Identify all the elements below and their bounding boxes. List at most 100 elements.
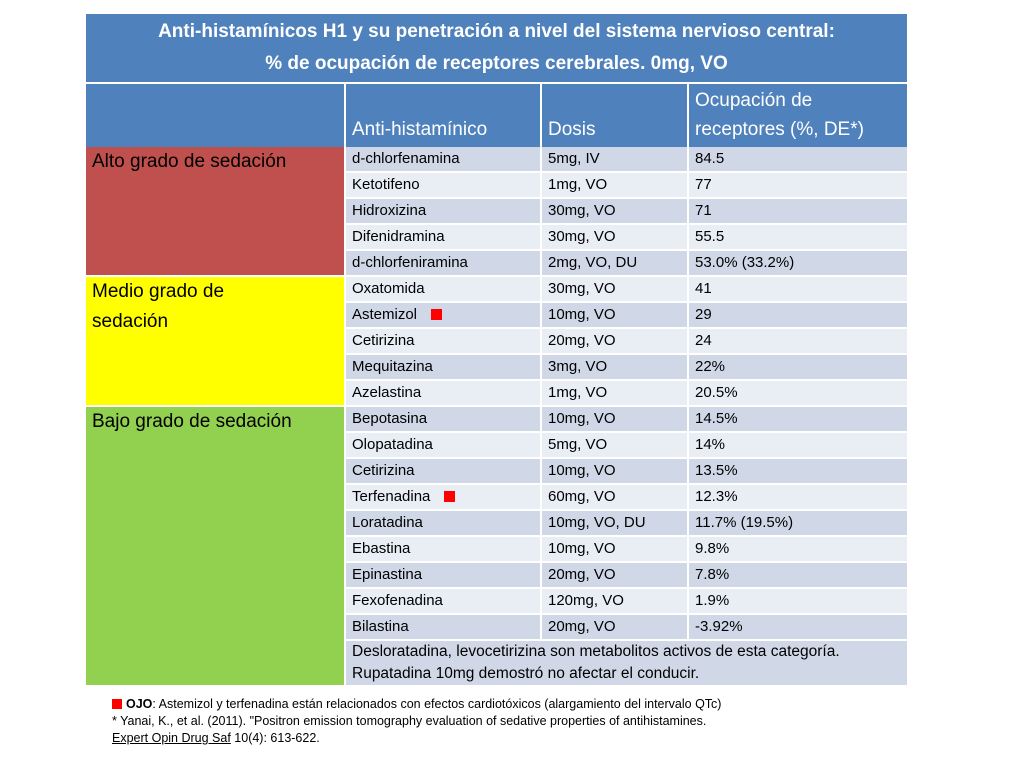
- cell-occupancy: 55.5: [688, 224, 907, 251]
- drug-name: Fexofenadina: [352, 592, 443, 609]
- cell-drug: Azelastina: [345, 380, 542, 407]
- cell-occupancy: 22%: [688, 354, 907, 381]
- cell-dose: 1mg, VO: [541, 172, 689, 199]
- table-row: Ketotifeno 1mg, VO 77: [86, 172, 907, 199]
- drug-name: Azelastina: [352, 384, 422, 401]
- cell-drug: Loratadina: [345, 510, 542, 537]
- drug-name: Difenidramina: [352, 228, 445, 245]
- cell-occupancy: 1.9%: [688, 588, 907, 615]
- table-row: Azelastina 1mg, VO 20.5%: [86, 380, 907, 407]
- category-medio: Medio grado de sedación: [86, 276, 346, 407]
- category-label: Bajo grado de sedación: [92, 411, 292, 432]
- drug-name: Epinastina: [352, 566, 423, 583]
- cell-occupancy: 77: [688, 172, 907, 199]
- table-row: Olopatadina 5mg, VO 14%: [86, 432, 907, 459]
- cell-occupancy: -3.92%: [688, 614, 907, 641]
- header-category: [86, 84, 346, 147]
- cell-occupancy: 24: [688, 328, 907, 355]
- table-row: Difenidramina 30mg, VO 55.5: [86, 224, 907, 251]
- cell-drug: d-chlorfenamina: [345, 147, 542, 173]
- table-row: Bilastina 20mg, VO -3.92%: [86, 614, 907, 641]
- slide-title: Anti-histamínicos H1 y su penetración a …: [86, 14, 907, 82]
- table-row: Astemizol 10mg, VO 29: [86, 302, 907, 329]
- header-ocupacion-line-1: Ocupación de: [695, 90, 813, 111]
- header-antihistaminico: Anti-histamínico: [345, 84, 542, 147]
- cell-drug: d-chlorfeniramina: [345, 250, 542, 277]
- cell-drug: Fexofenadina: [345, 588, 542, 615]
- drug-name: Mequitazina: [352, 358, 433, 375]
- footer-warning-line: OJO: Astemizol y terfenadina están relac…: [112, 696, 912, 713]
- header-dosis: Dosis: [541, 84, 689, 147]
- cell-dose: 5mg, IV: [541, 147, 689, 173]
- table-row: Cetirizina 20mg, VO 24: [86, 328, 907, 355]
- drug-name: d-chlorfeniramina: [352, 254, 468, 271]
- cell-drug: Olopatadina: [345, 432, 542, 459]
- drug-name: Bepotasina: [352, 410, 428, 427]
- cell-drug: Bepotasina: [345, 406, 542, 433]
- table-row: Fexofenadina 120mg, VO 1.9%: [86, 588, 907, 615]
- cell-dose: 10mg, VO, DU: [541, 510, 689, 537]
- cell-occupancy: 9.8%: [688, 536, 907, 563]
- title-line-1: Anti-histamínicos H1 y su penetración a …: [158, 21, 835, 42]
- cell-dose: 20mg, VO: [541, 328, 689, 355]
- table-row: Bajo grado de sedación Bepotasina 10mg, VO…: [86, 406, 907, 687]
- cell-occupancy: 84.5: [688, 147, 907, 173]
- cell-dose: 5mg, VO: [541, 432, 689, 459]
- title-line-2: % de ocupación de receptores cerebrales.…: [265, 53, 728, 74]
- footer-notes: OJO: Astemizol y terfenadina están relac…: [112, 696, 912, 747]
- cell-dose: 2mg, VO, DU: [541, 250, 689, 277]
- cell-occupancy: 12.3%: [688, 484, 907, 511]
- drug-name: Terfenadina: [352, 488, 431, 505]
- cell-drug: Cetirizina: [345, 458, 542, 485]
- table-body: Alto grado de sedación d-chlorfenamina 5mg…: [86, 147, 907, 687]
- cell-dose: 20mg, VO: [541, 562, 689, 589]
- cell-occupancy: 20.5%: [688, 380, 907, 407]
- cell-drug: Astemizol: [345, 302, 542, 329]
- drug-name: Hidroxizina: [352, 202, 427, 219]
- drug-name: Astemizol: [352, 306, 418, 323]
- drug-name: Bilastina: [352, 618, 409, 635]
- cell-drug: Oxatomida: [345, 276, 542, 303]
- cell-occupancy: 29: [688, 302, 907, 329]
- table-row: Mequitazina 3mg, VO 22%: [86, 354, 907, 381]
- drug-name: Cetirizina: [352, 332, 415, 349]
- cell-drug: Cetirizina: [345, 328, 542, 355]
- drug-name: Loratadina: [352, 514, 423, 531]
- drug-name: Oxatomida: [352, 280, 425, 297]
- table-note: Desloratadina, levocetirizina son metabo…: [345, 640, 907, 687]
- warning-square-icon: [444, 491, 456, 502]
- cell-drug: Hidroxizina: [345, 198, 542, 225]
- cell-occupancy: 71: [688, 198, 907, 225]
- cell-drug: Ketotifeno: [345, 172, 542, 199]
- cell-dose: 3mg, VO: [541, 354, 689, 381]
- cell-dose: 10mg, VO: [541, 302, 689, 329]
- cell-occupancy: 11.7% (19.5%): [688, 510, 907, 537]
- cell-dose: 10mg, VO: [541, 536, 689, 563]
- cell-occupancy: 14%: [688, 432, 907, 459]
- cell-occupancy: 14.5%: [688, 406, 907, 433]
- drug-name: Ebastina: [352, 540, 411, 557]
- category-label-line-2: sedación: [92, 311, 169, 332]
- footer-journal-link[interactable]: Expert Opin Drug Saf: [112, 731, 231, 745]
- category-bajo: Bajo grado de sedación: [86, 406, 346, 687]
- cell-dose: 30mg, VO: [541, 224, 689, 251]
- cell-dose: 10mg, VO: [541, 406, 689, 433]
- cell-dose: 120mg, VO: [541, 588, 689, 615]
- cell-dose: 20mg, VO: [541, 614, 689, 641]
- table-row: Epinastina 20mg, VO 7.8%: [86, 562, 907, 589]
- warning-square-icon: [431, 309, 443, 320]
- cell-occupancy: 7.8%: [688, 562, 907, 589]
- category-alto: Alto grado de sedación: [86, 147, 346, 277]
- cell-drug: Ebastina: [345, 536, 542, 563]
- table-note-row: Desloratadina, levocetirizina son metabo…: [86, 640, 907, 687]
- warning-square-icon: [112, 699, 122, 709]
- table-row: Ebastina 10mg, VO 9.8%: [86, 536, 907, 563]
- cell-drug: Bilastina: [345, 614, 542, 641]
- table-row: Alto grado de sedación d-chlorfenamina 5mg…: [86, 147, 907, 277]
- category-label: Alto grado de sedación: [92, 151, 287, 172]
- header-ocupacion: Ocupación de receptores (%, DE*): [688, 84, 907, 147]
- table-row: Loratadina 10mg, VO, DU 11.7% (19.5%): [86, 510, 907, 537]
- cell-occupancy: 41: [688, 276, 907, 303]
- table-row: Hidroxizina 30mg, VO 71: [86, 198, 907, 225]
